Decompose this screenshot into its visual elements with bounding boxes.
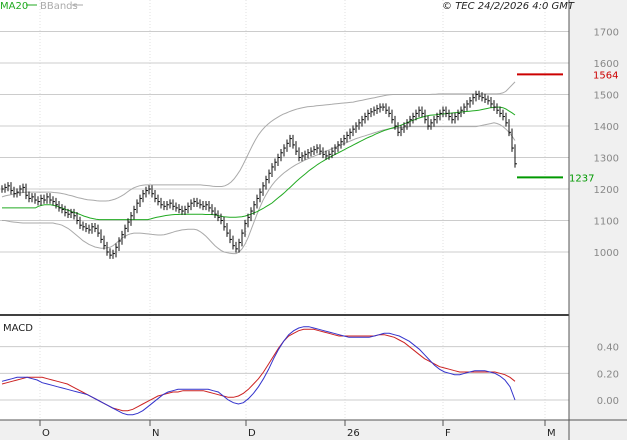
axis-panel-right xyxy=(569,0,627,440)
axis-ticks: 1000 1100 1200 1300 1400 1500 1600 1700 O N D 26 F M 0… xyxy=(39,28,619,439)
price-tick-label: 1500 xyxy=(594,91,619,102)
axis-panel-bottom xyxy=(0,420,569,440)
price-tick-label: 1300 xyxy=(594,154,619,165)
legend-ma20: MA20 xyxy=(0,1,28,12)
macd-line xyxy=(1,326,516,416)
legend-bbands: BBands xyxy=(40,1,78,12)
price-bars xyxy=(1,90,517,259)
month-tick-label: N xyxy=(152,428,159,439)
price-tick-label: 1700 xyxy=(594,28,619,39)
grid-layer xyxy=(0,0,569,420)
macd-tick-label: 0.40 xyxy=(597,343,619,354)
copyright-text: © TEC 24/2/2026 4:0 GMT xyxy=(442,1,575,12)
macd-tick-label: 0.00 xyxy=(597,396,619,407)
month-tick-label: O xyxy=(42,428,50,439)
price-tick-label: 1200 xyxy=(594,185,619,196)
month-tick-label: 26 xyxy=(347,428,360,439)
month-tick-label: F xyxy=(445,428,451,439)
bband-upper-line xyxy=(1,81,516,202)
support-label: 1237 xyxy=(569,173,594,184)
price-tick-label: 1100 xyxy=(594,217,619,228)
price-tick-label: 1000 xyxy=(594,248,619,259)
price-tick-label: 1400 xyxy=(594,122,619,133)
price-levels: 1564 1237 xyxy=(517,70,618,184)
moving-average xyxy=(2,106,516,221)
month-tick-label: M xyxy=(547,428,556,439)
price-tick-label: 1600 xyxy=(594,59,619,70)
resistance-label: 1564 xyxy=(593,70,618,81)
macd-lines xyxy=(1,326,516,416)
macd-title: MACD xyxy=(3,323,33,334)
ma20-line xyxy=(2,106,516,221)
macd-tick-label: 0.20 xyxy=(597,369,619,380)
month-tick-label: D xyxy=(248,428,256,439)
